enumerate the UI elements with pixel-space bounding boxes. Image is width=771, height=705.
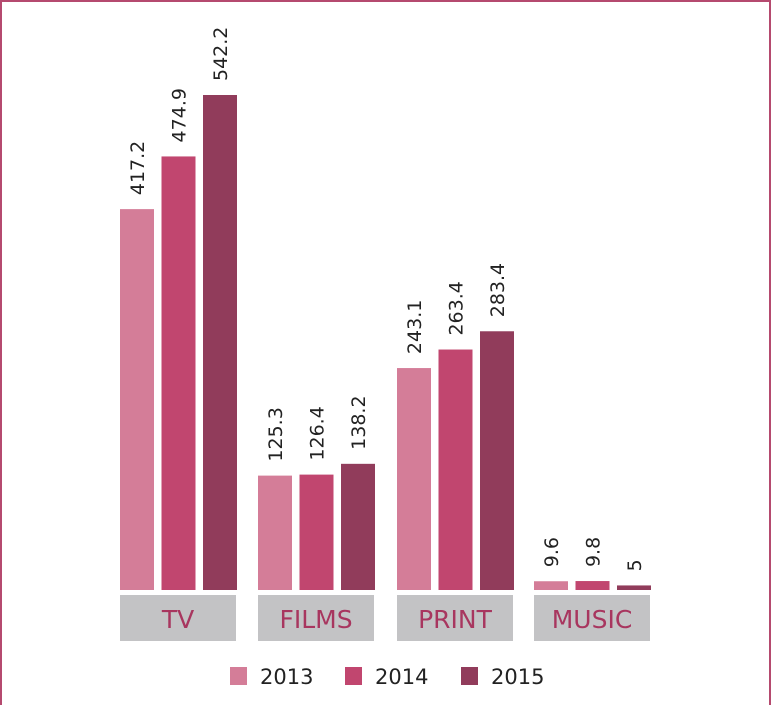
bar-music-2015 [617,585,651,590]
data-label-tv-2015: 542.2 [210,27,232,81]
category-label-tv: TV [161,605,194,634]
bar-music-2014 [575,581,610,590]
data-label-films-2013: 125.3 [265,407,287,461]
data-label-print-2014: 263.4 [446,281,468,335]
data-label-music-2013: 9.6 [541,537,563,567]
bar-print-2014 [438,349,473,590]
category-label-films: FILMS [279,605,352,634]
bar-music-2013 [534,581,568,590]
data-label-tv-2014: 474.9 [169,88,191,142]
category-label-box-print [397,595,513,641]
legend-label-2015: 2015 [491,665,544,689]
data-label-print-2015: 283.4 [487,263,509,317]
category-label-box-tv [120,595,236,641]
bar-tv-2015 [203,95,237,590]
bar-print-2013 [397,368,431,590]
bar-films-2015 [341,463,375,590]
legend-label-2013: 2013 [260,665,313,689]
legend-swatch-2014 [345,667,362,685]
data-label-films-2014: 126.4 [307,406,329,460]
bar-films-2013 [258,475,292,590]
category-label-box-music [534,595,650,641]
data-label-music-2014: 9.8 [583,537,605,567]
data-label-music-2015: 5 [624,559,646,571]
bar-tv-2014 [161,156,196,590]
data-label-print-2013: 243.1 [404,300,426,354]
data-label-tv-2013: 417.2 [127,141,149,195]
data-label-films-2015: 138.2 [348,395,370,449]
bar-films-2014 [299,474,334,590]
legend-label-2014: 2014 [375,665,428,689]
legend-swatch-2013 [230,667,247,685]
category-label-music: MUSIC [552,605,633,634]
bar-print-2015 [480,331,514,590]
bar-tv-2013 [120,209,154,590]
category-label-box-films [258,595,374,641]
category-label-print: PRINT [418,605,493,634]
legend-swatch-2015 [461,667,478,685]
